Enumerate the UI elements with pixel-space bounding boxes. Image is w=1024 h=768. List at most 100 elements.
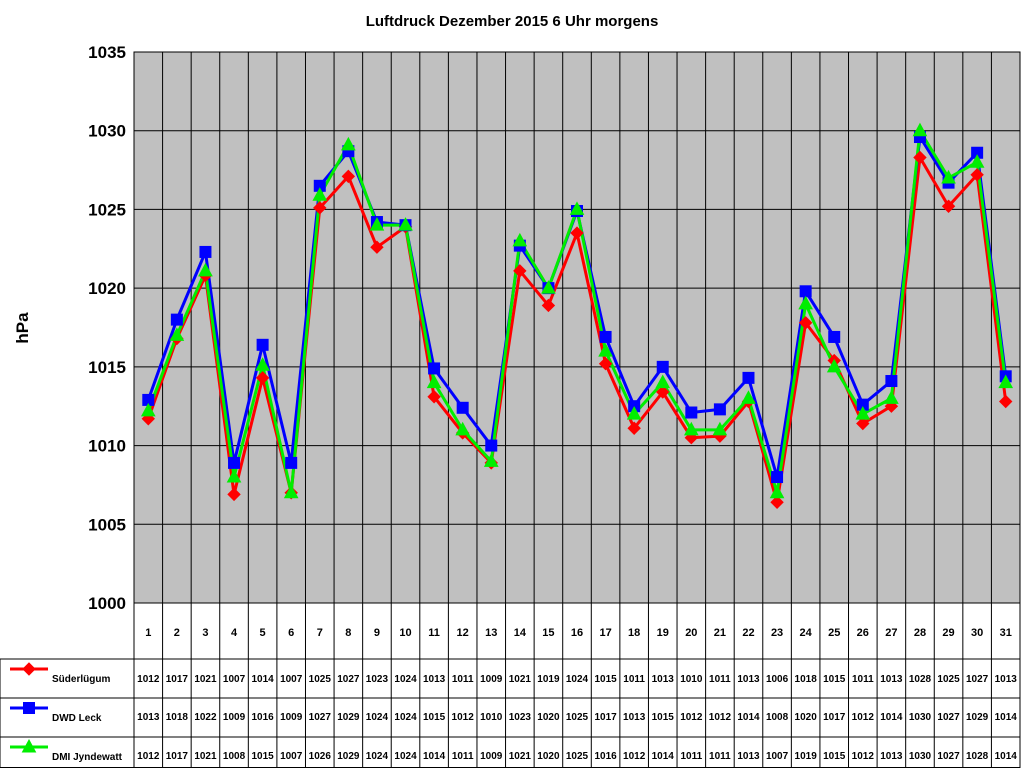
table-cell: 1021 xyxy=(194,751,217,762)
data-point xyxy=(512,232,528,247)
table-cell: 1008 xyxy=(223,751,246,762)
table-cell: 1012 xyxy=(680,712,703,723)
chart-title: Luftdruck Dezember 2015 6 Uhr morgens xyxy=(366,13,659,30)
x-tick-label: 7 xyxy=(317,627,323,639)
x-tick-label: 27 xyxy=(885,627,897,639)
table-cell: 1009 xyxy=(280,712,303,723)
data-point xyxy=(398,217,413,231)
table-cell: 1025 xyxy=(937,674,960,685)
x-tick-label: 10 xyxy=(399,627,411,639)
x-tick-label: 5 xyxy=(260,627,266,639)
table-cell: 1013 xyxy=(880,751,903,762)
table-cell: 1024 xyxy=(366,712,389,723)
table-cell: 1013 xyxy=(137,712,160,723)
table-cell: 1013 xyxy=(880,674,903,685)
data-point xyxy=(713,403,726,416)
y-tick-label: 1035 xyxy=(88,43,126,62)
table-cell: 1014 xyxy=(737,712,760,723)
data-point xyxy=(21,738,37,753)
table-cell: 1023 xyxy=(366,674,389,685)
data-point xyxy=(912,122,928,137)
data-point xyxy=(742,371,755,384)
data-point xyxy=(712,421,728,436)
data-point xyxy=(999,394,1013,409)
table-cell: 1015 xyxy=(423,712,446,723)
data-point xyxy=(198,262,213,277)
data-point xyxy=(826,358,842,373)
table-cell: 1012 xyxy=(709,712,732,723)
x-tick-label: 14 xyxy=(514,627,527,639)
table-cell: 1015 xyxy=(823,751,846,762)
x-tick-label: 9 xyxy=(374,627,380,639)
table-cell: 1013 xyxy=(423,674,446,685)
table-cell: 1014 xyxy=(995,751,1018,762)
table-cell: 1015 xyxy=(594,674,617,685)
table-cell: 1009 xyxy=(223,712,246,723)
x-tick-label: 21 xyxy=(714,627,726,639)
data-point xyxy=(455,421,471,436)
x-tick-label: 29 xyxy=(942,627,954,639)
data-point xyxy=(685,406,698,419)
table-cell: 1025 xyxy=(309,674,332,685)
x-tick-label: 13 xyxy=(485,627,497,639)
x-tick-label: 15 xyxy=(542,627,554,639)
data-point xyxy=(227,487,241,502)
table-cell: 1014 xyxy=(995,712,1018,723)
y-tick-labels: 1000 1005 1010 1015 1020 1025 1030 1035 xyxy=(88,43,126,613)
table-cell: 1013 xyxy=(737,674,760,685)
x-tick-label: 22 xyxy=(742,627,754,639)
legend-label: Süderlügum xyxy=(52,674,110,685)
data-point xyxy=(570,226,584,240)
table-cell: 1011 xyxy=(852,674,874,685)
data-point xyxy=(226,469,242,483)
x-tick-label: 2 xyxy=(174,627,180,639)
legend-label: DWD Leck xyxy=(52,713,102,724)
data-point xyxy=(769,484,785,499)
x-tick-label: 16 xyxy=(571,627,583,639)
table-cell: 1012 xyxy=(852,751,875,762)
data-point xyxy=(199,245,212,258)
data-point xyxy=(627,421,641,435)
table-cell: 1030 xyxy=(909,751,932,762)
table-cell: 1011 xyxy=(709,751,731,762)
data-point xyxy=(513,264,527,278)
y-tick-label: 1000 xyxy=(88,594,126,613)
data-point xyxy=(970,168,984,182)
data-point xyxy=(341,136,356,151)
table-cell: 1011 xyxy=(452,751,474,762)
y-tick-label: 1015 xyxy=(88,358,126,377)
table-cell: 1013 xyxy=(995,674,1018,685)
x-tick-label: 17 xyxy=(599,627,611,639)
table-cell: 1027 xyxy=(966,674,989,685)
table-cell: 1014 xyxy=(652,751,675,762)
table-cell: 1014 xyxy=(251,674,274,685)
table-cell: 1022 xyxy=(194,712,217,723)
y-axis-label: hPa xyxy=(13,312,32,344)
data-point xyxy=(228,456,241,469)
gridlines xyxy=(134,52,1020,603)
data-point xyxy=(456,401,469,414)
table-cell: 1012 xyxy=(852,712,875,723)
x-tick-label: 18 xyxy=(628,627,640,639)
data-point xyxy=(626,406,642,420)
data-point xyxy=(828,330,841,343)
table-cell: 1020 xyxy=(537,751,560,762)
table-cell: 1021 xyxy=(194,674,217,685)
table-cell: 1009 xyxy=(480,674,503,685)
data-point xyxy=(856,416,870,431)
table-cell: 1015 xyxy=(251,751,274,762)
y-tick-label: 1005 xyxy=(88,515,126,534)
table-cell: 1011 xyxy=(452,674,474,685)
table-cell: 1029 xyxy=(337,751,360,762)
data-point xyxy=(885,375,898,388)
data-point xyxy=(283,484,299,499)
table-cell: 1029 xyxy=(966,712,989,723)
data-point xyxy=(369,217,385,231)
table-cell: 1014 xyxy=(423,751,446,762)
table-cell: 1021 xyxy=(509,751,532,762)
data-point xyxy=(799,285,812,298)
data-point xyxy=(598,343,613,357)
table-cell: 1024 xyxy=(394,751,417,762)
table-cell: 1006 xyxy=(766,674,789,685)
